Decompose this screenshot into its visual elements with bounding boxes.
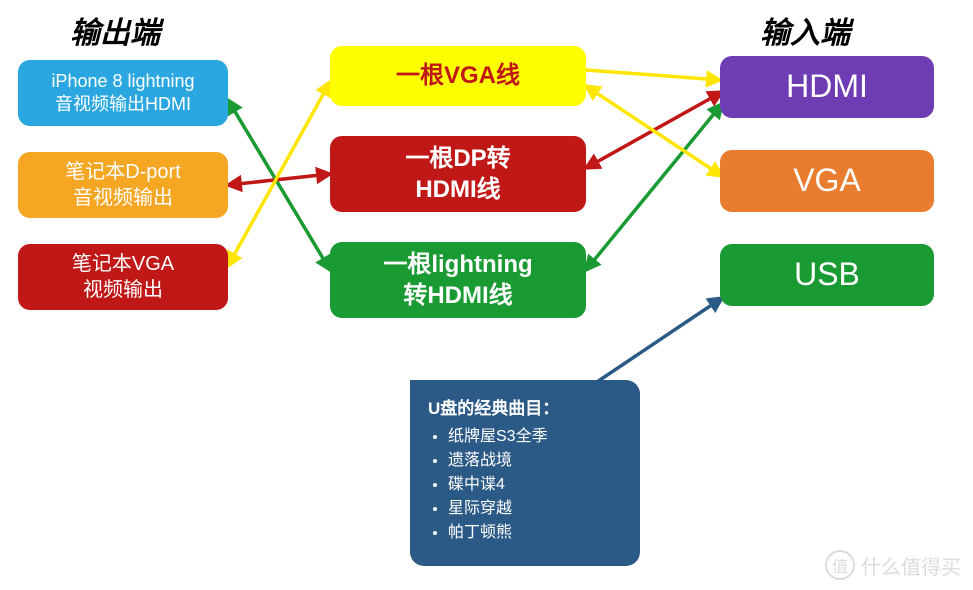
callout-item: 帕丁顿熊 <box>448 521 622 545</box>
cable-lightning: 一根lightning转HDMI线 <box>330 242 586 318</box>
cable-dp: 一根DP转HDMI线 <box>330 136 586 212</box>
watermark: 值 什么值得买 <box>825 550 961 580</box>
out-vga: 笔记本VGA视频输出 <box>18 244 228 310</box>
in-hdmi: HDMI <box>720 56 934 118</box>
out-dport: 笔记本D-port音视频输出 <box>18 152 228 218</box>
edge-cable-dp-in-hdmi <box>586 92 722 168</box>
callout-list: 纸牌屋S3全季遗落战境碟中谍4星际穿越帕丁顿熊 <box>428 425 622 545</box>
title-output: 输出端 <box>70 8 160 52</box>
edge-callout-in-usb <box>588 298 722 388</box>
title-input: 输入端 <box>760 8 850 52</box>
watermark-icon: 值 <box>825 550 855 580</box>
callout-item: 遗落战境 <box>448 449 622 473</box>
in-usb: USB <box>720 244 934 306</box>
usb-callout: U盘的经典曲目： 纸牌屋S3全季遗落战境碟中谍4星际穿越帕丁顿熊 <box>410 380 640 566</box>
callout-item: 纸牌屋S3全季 <box>448 425 622 449</box>
edge-cable-lightning-in-hdmi <box>586 104 722 270</box>
edge-cable-vga-in-vga <box>586 86 722 176</box>
callout-title: U盘的经典曲目： <box>428 394 622 419</box>
edge-out-dport-cable-dp <box>228 174 330 185</box>
edge-out-iphone-cable-lightning <box>228 100 330 270</box>
watermark-text: 什么值得买 <box>861 551 961 580</box>
callout-item: 碟中谍4 <box>448 473 622 497</box>
callout-item: 星际穿越 <box>448 497 622 521</box>
out-iphone: iPhone 8 lightning音视频输出HDMI <box>18 60 228 126</box>
cable-vga: 一根VGA线 <box>330 46 586 106</box>
in-vga: VGA <box>720 150 934 212</box>
edge-cable-vga-in-hdmi <box>586 70 720 80</box>
edge-out-vga-cable-vga <box>228 82 330 266</box>
